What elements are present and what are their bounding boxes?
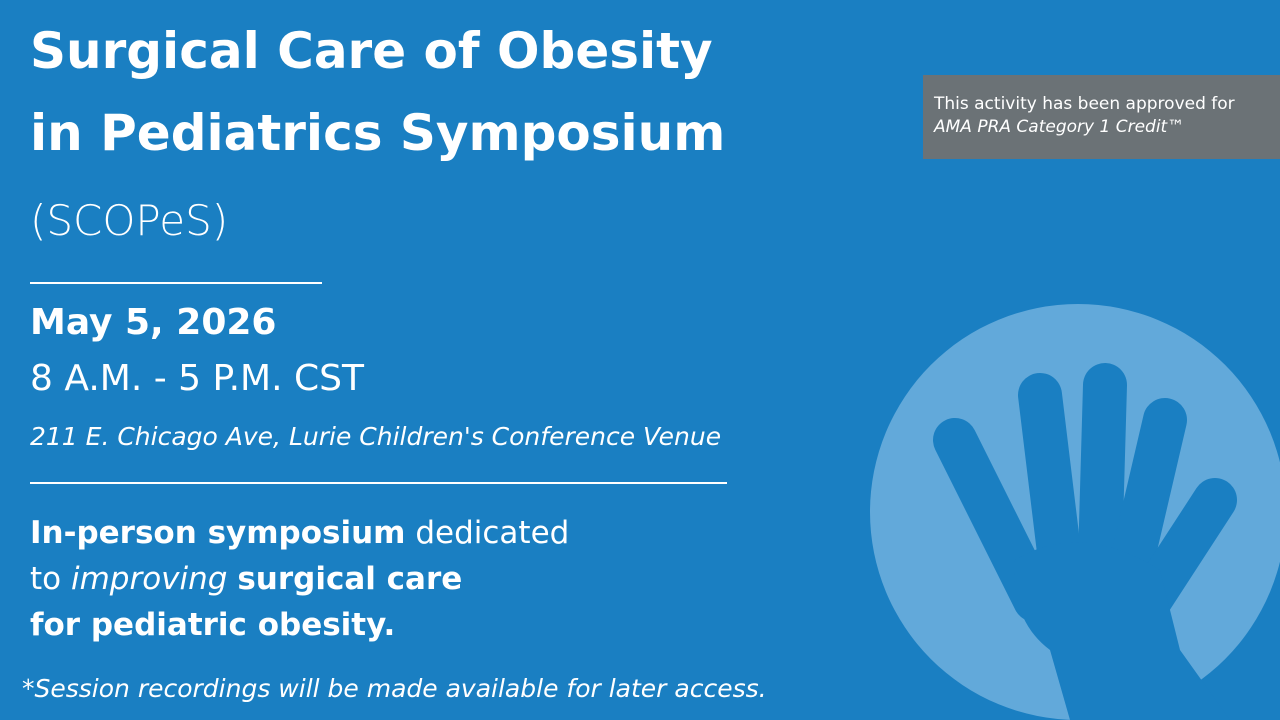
palm xyxy=(1014,542,1230,720)
time: 8 A.M. - 5 P.M. CST xyxy=(30,358,364,399)
date: May 5, 2026 xyxy=(30,302,277,343)
text: dedicated xyxy=(415,515,570,551)
divider xyxy=(30,282,322,284)
hand xyxy=(933,363,1237,622)
text: improving xyxy=(70,561,228,597)
title: in Pediatrics Symposium xyxy=(30,104,726,162)
accreditation-box: This activity has been approved for AMA … xyxy=(923,75,1280,159)
text: This activity has been approved for xyxy=(934,94,1235,114)
divider xyxy=(30,482,727,484)
text: AMA PRA Category 1 Credit™ xyxy=(934,117,1185,137)
title: Surgical Care of Obesity xyxy=(30,22,713,80)
description: In-person symposium dedicated to improvi… xyxy=(30,510,569,648)
venue: 211 E. Chicago Ave, Lurie Children's Con… xyxy=(30,422,722,451)
text: surgical care xyxy=(237,561,463,597)
text: to xyxy=(30,561,62,597)
acronym: (SCOPeS) xyxy=(30,196,229,245)
footnote: *Session recordings will be made availab… xyxy=(22,674,767,703)
text: In-person symposium xyxy=(30,515,406,551)
text: for pediatric obesity. xyxy=(30,607,396,643)
